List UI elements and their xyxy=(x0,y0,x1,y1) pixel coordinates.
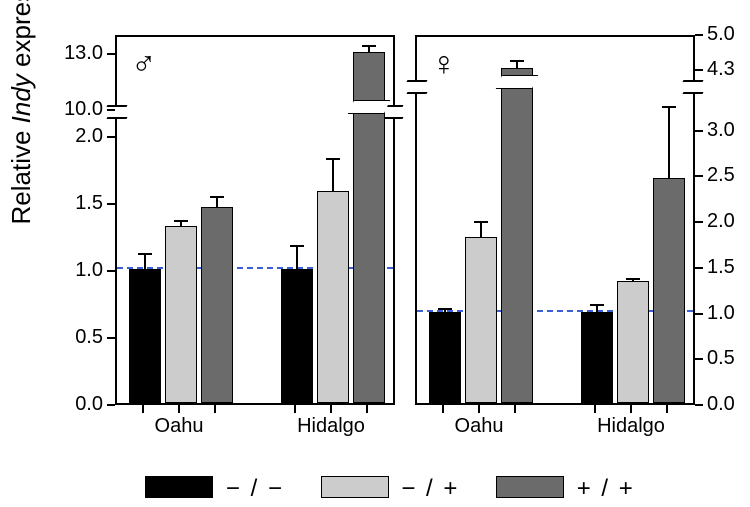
panel-male: ♂ xyxy=(115,35,395,405)
legend-swatch-mp xyxy=(321,476,389,498)
bar xyxy=(129,269,161,403)
panel-female: ♀ xyxy=(415,35,695,405)
y-tick-mark xyxy=(695,313,703,315)
error-bar xyxy=(480,222,482,237)
y-tick-label: 1.0 xyxy=(75,259,103,282)
x-tick-mark xyxy=(366,405,368,413)
x-tick-mark xyxy=(442,405,444,413)
legend-label-mm: − / − xyxy=(226,475,284,503)
y-tick-mark xyxy=(107,270,115,272)
ylabel-suf: expression xyxy=(6,0,36,74)
group-label: Hidalgo xyxy=(597,415,665,438)
legend: − / − − / + + / + xyxy=(0,475,750,503)
bar xyxy=(581,312,613,403)
legend-label-mp: − / + xyxy=(401,475,459,503)
y-tick-mark xyxy=(695,34,703,36)
error-bar xyxy=(216,197,218,208)
y-tick-label: 3.0 xyxy=(707,119,735,142)
x-tick-mark xyxy=(478,405,480,413)
x-tick-mark xyxy=(594,405,596,413)
ylabel-pre: Relative xyxy=(6,123,36,224)
error-bar xyxy=(368,46,370,52)
y-tick-mark xyxy=(107,53,115,55)
y-tick-label: 0.0 xyxy=(707,393,735,416)
axis-break xyxy=(408,80,426,94)
axis-break xyxy=(684,80,702,94)
x-tick-mark xyxy=(630,405,632,413)
y-tick-label: 5.0 xyxy=(707,23,735,46)
x-tick-mark xyxy=(514,405,516,413)
y-tick-mark xyxy=(107,203,115,205)
x-tick-mark xyxy=(142,405,144,413)
axis-break xyxy=(108,105,126,119)
bar-break xyxy=(496,75,539,89)
y-tick-label: 2.0 xyxy=(707,210,735,233)
group-label: Hidalgo xyxy=(297,415,365,438)
sex-symbol: ♂ xyxy=(131,45,157,84)
figure-stage: Relative Indy expression ♂ ♀ − / − − / +… xyxy=(0,0,750,507)
y-tick-mark xyxy=(107,337,115,339)
legend-swatch-mm xyxy=(145,476,213,498)
y-tick-label: 0.0 xyxy=(75,393,103,416)
y-tick-mark xyxy=(695,130,703,132)
y-tick-label: 1.5 xyxy=(75,192,103,215)
bar xyxy=(465,237,497,403)
error-bar xyxy=(596,305,598,311)
bar xyxy=(281,269,313,403)
bar-break xyxy=(348,100,391,114)
bar xyxy=(201,207,233,403)
bar xyxy=(653,178,685,403)
y-tick-label: 0.5 xyxy=(707,347,735,370)
x-tick-mark xyxy=(330,405,332,413)
error-bar xyxy=(144,254,146,269)
y-tick-label: 1.5 xyxy=(707,256,735,279)
x-tick-mark xyxy=(178,405,180,413)
error-bar xyxy=(668,107,670,178)
y-tick-label: 10.0 xyxy=(64,98,103,121)
x-tick-mark xyxy=(666,405,668,413)
y-tick-mark xyxy=(107,404,115,406)
group-label: Oahu xyxy=(155,415,204,438)
legend-label-pp: + / + xyxy=(577,475,635,503)
y-tick-mark xyxy=(695,267,703,269)
x-tick-mark xyxy=(294,405,296,413)
error-bar xyxy=(444,309,446,312)
bar xyxy=(501,68,533,403)
error-bar xyxy=(516,61,518,68)
y-tick-label: 13.0 xyxy=(64,42,103,65)
y-tick-mark xyxy=(695,175,703,177)
ylabel-ital: Indy xyxy=(6,74,36,123)
y-tick-mark xyxy=(107,136,115,138)
error-bar xyxy=(632,279,634,281)
x-tick-mark xyxy=(214,405,216,413)
bar xyxy=(429,312,461,403)
y-tick-label: 1.0 xyxy=(707,302,735,325)
y-tick-label: 0.5 xyxy=(75,326,103,349)
bar xyxy=(165,226,197,403)
error-bar xyxy=(296,246,298,269)
group-label: Oahu xyxy=(455,415,504,438)
y-tick-mark xyxy=(695,69,703,71)
error-bar xyxy=(332,159,334,191)
y-tick-label: 2.0 xyxy=(75,125,103,148)
y-tick-mark xyxy=(695,358,703,360)
y-tick-mark xyxy=(695,221,703,223)
y-tick-mark xyxy=(107,109,115,111)
sex-symbol: ♀ xyxy=(431,45,457,84)
bar xyxy=(317,191,349,403)
legend-swatch-pp xyxy=(496,476,564,498)
bar xyxy=(617,281,649,403)
y-axis-label: Relative Indy expression xyxy=(6,0,37,225)
error-bar xyxy=(180,221,182,226)
y-tick-label: 4.3 xyxy=(707,58,735,81)
y-tick-label: 2.5 xyxy=(707,164,735,187)
y-tick-mark xyxy=(695,404,703,406)
